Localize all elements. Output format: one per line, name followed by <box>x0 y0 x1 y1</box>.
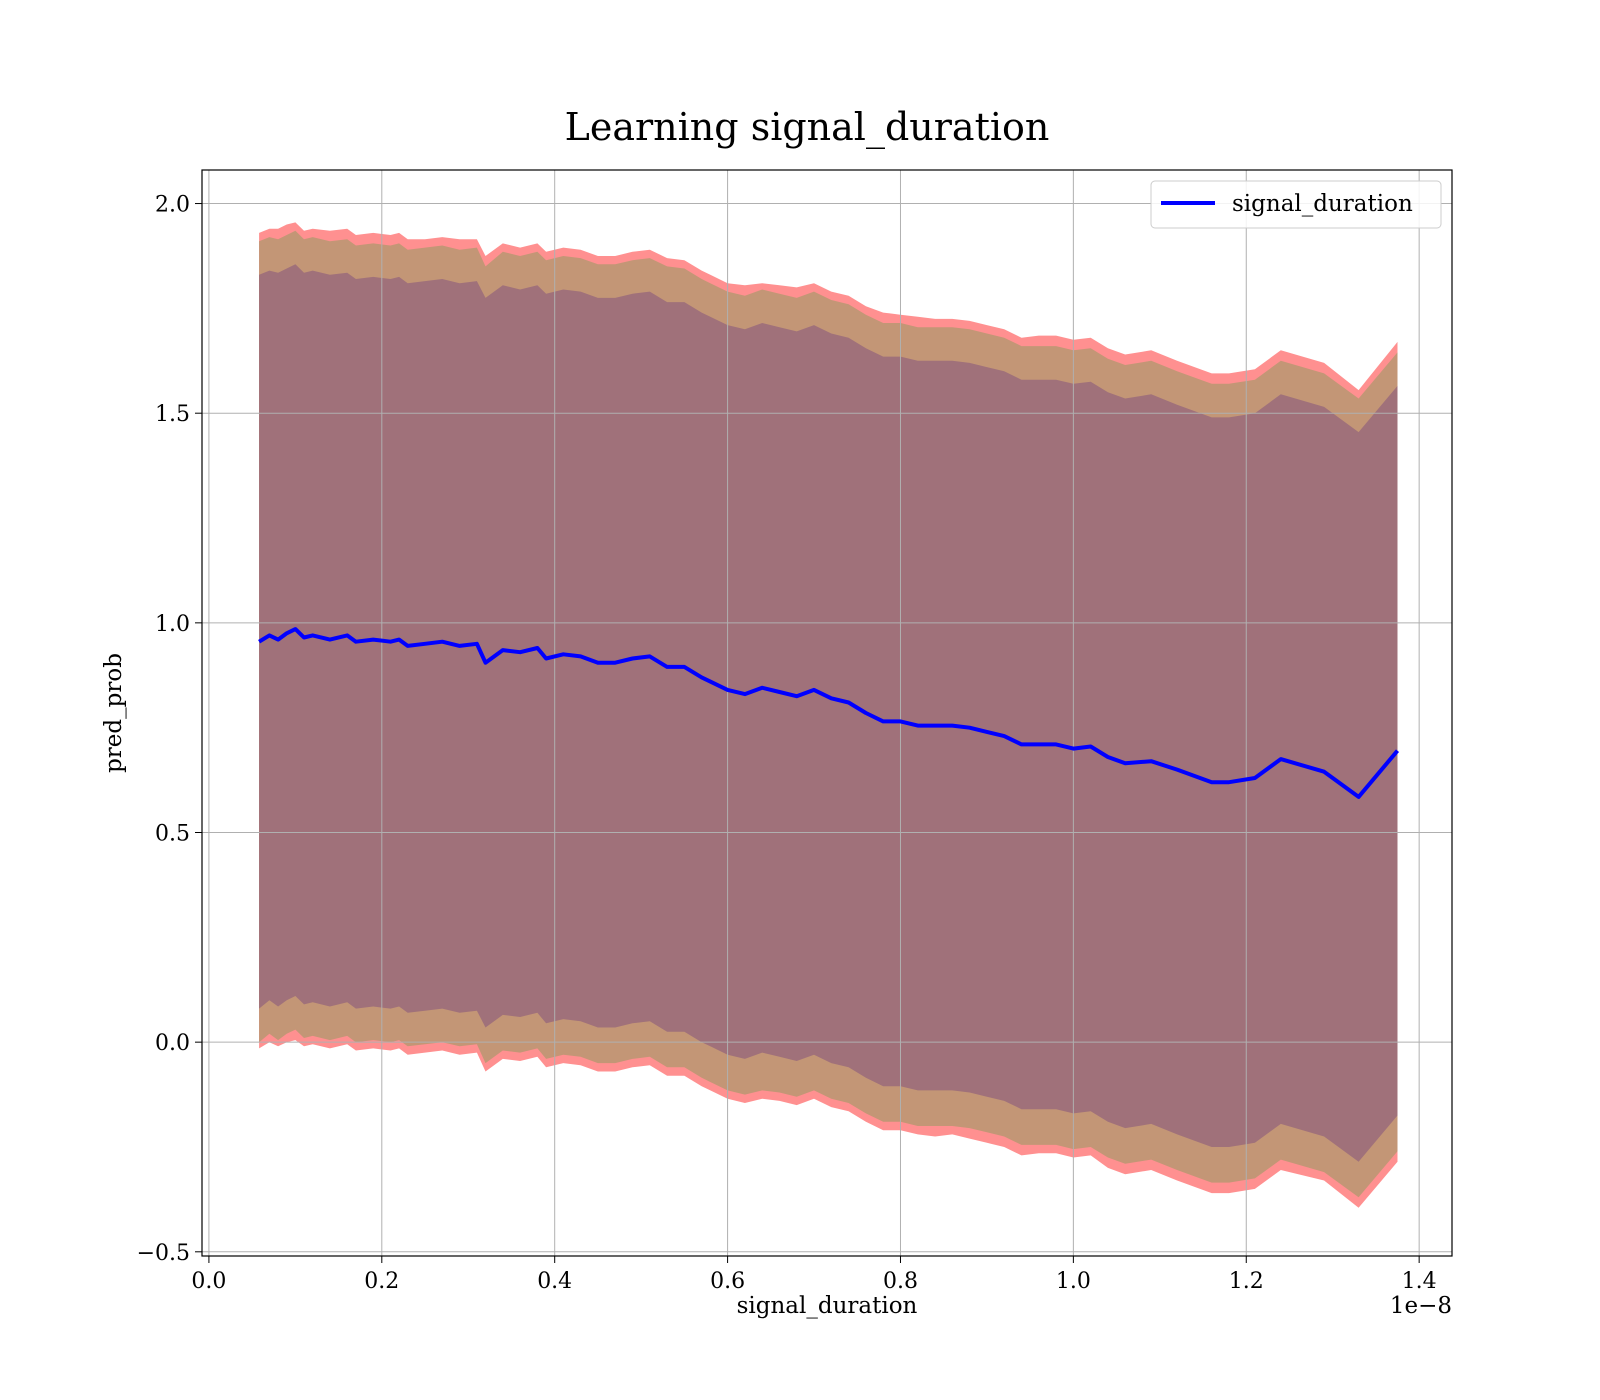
confidence-bands <box>259 222 1398 1208</box>
x-axis-ticks: 0.0 0.2 0.4 0.6 0.8 1.0 1.2 1.4 <box>191 1256 1437 1294</box>
y-tick-label: 2.0 <box>155 193 190 218</box>
band-3 <box>259 264 1398 1162</box>
x-tick-label: 0.0 <box>191 1269 226 1294</box>
series-lines <box>258 627 1400 799</box>
x-tick-label: 0.2 <box>364 1269 399 1294</box>
x-axis-label: signal_duration <box>737 1293 918 1319</box>
legend: signal_duration <box>1150 180 1442 229</box>
y-tick-label: 0.0 <box>155 1031 190 1056</box>
y-axis-label: pred_prob <box>101 653 127 773</box>
y-tick-label: −0.5 <box>137 1241 190 1266</box>
x-tick-label: 0.6 <box>710 1269 745 1294</box>
x-tick-label: 1.2 <box>1229 1269 1264 1294</box>
x-tick-label: 1.4 <box>1402 1269 1437 1294</box>
y-axis-ticks: −0.5 0.0 0.5 1.0 1.5 2.0 <box>137 193 202 1266</box>
x-tick-label: 1.0 <box>1056 1269 1091 1294</box>
grid <box>202 170 1452 1256</box>
plot-frame <box>201 169 1453 1257</box>
x-tick-label: 0.4 <box>537 1269 572 1294</box>
y-tick-label: 0.5 <box>155 822 190 847</box>
chart-title: Learning signal_duration <box>565 105 1050 150</box>
legend-label: signal_duration <box>1232 191 1413 217</box>
series-line <box>258 627 1400 799</box>
y-tick-label: 1.0 <box>155 612 190 637</box>
legend-box <box>1150 180 1442 229</box>
x-axis-offset-label: 1e−8 <box>1390 1293 1452 1319</box>
x-tick-label: 0.8 <box>883 1269 918 1294</box>
y-tick-label: 1.5 <box>155 402 190 427</box>
